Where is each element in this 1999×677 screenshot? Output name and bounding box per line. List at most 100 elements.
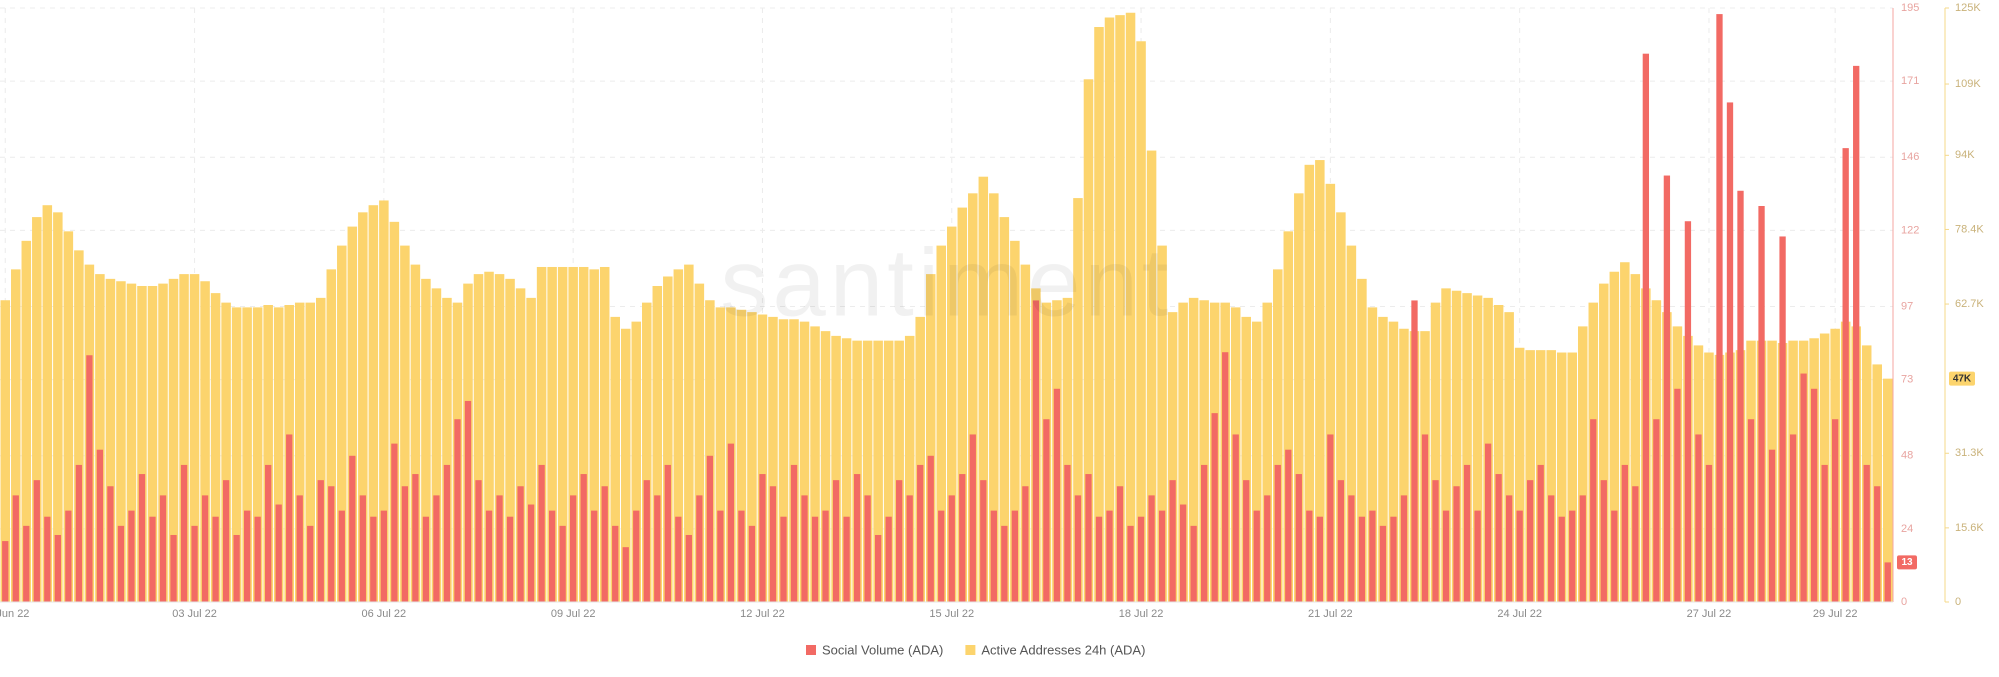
bar [128, 510, 135, 602]
bar [1789, 434, 1797, 602]
bar [149, 516, 156, 602]
bar [527, 504, 535, 602]
bar [1472, 295, 1483, 602]
bar [1011, 510, 1019, 602]
x-tick-label: 27 Jul 22 [1687, 608, 1732, 620]
bar [1758, 206, 1765, 602]
bar [1241, 316, 1251, 602]
bar [547, 266, 557, 602]
bar [391, 443, 398, 602]
bar [642, 302, 652, 602]
bar [1167, 312, 1178, 602]
bar [706, 455, 714, 602]
bar [1146, 150, 1157, 602]
bar [633, 510, 640, 602]
bar [810, 326, 820, 602]
bar [1264, 495, 1271, 602]
bar [620, 328, 631, 602]
bar [820, 331, 831, 602]
bar [736, 309, 747, 602]
bar [1558, 516, 1565, 602]
bar [1747, 419, 1755, 602]
current-value-label: 47K [1953, 373, 1972, 384]
bar [21, 240, 32, 602]
bar [0, 300, 11, 602]
y-tick-label: 73 [1901, 374, 1913, 386]
bar [789, 319, 799, 602]
y2-tick-label: 62.7K [1955, 298, 1984, 310]
bar [484, 271, 494, 602]
bar [927, 455, 934, 602]
bar [1630, 274, 1641, 602]
bar [1199, 300, 1209, 602]
bar [1430, 302, 1441, 602]
bar [212, 516, 219, 602]
bar [1201, 464, 1208, 602]
y-tick-label: 146 [1901, 151, 1919, 163]
y-tick-label: 122 [1901, 224, 1919, 236]
bar [126, 283, 137, 602]
bar [1863, 464, 1870, 602]
bar [442, 297, 452, 602]
bar [1567, 352, 1577, 602]
bar [1674, 388, 1681, 602]
bar [1253, 510, 1260, 602]
bar [1115, 15, 1125, 603]
bar [1611, 510, 1618, 602]
bar [1821, 464, 1828, 602]
bar [1294, 193, 1304, 602]
y-tick-label: 24 [1901, 523, 1913, 535]
bar [11, 269, 21, 602]
bar [1609, 271, 1620, 602]
bar [170, 534, 177, 602]
bar [894, 340, 904, 602]
bar [1442, 510, 1450, 602]
y2-tick-label: 15.6K [1955, 522, 1984, 534]
bar [443, 464, 451, 602]
bar [801, 495, 808, 602]
bar [412, 474, 419, 602]
y-tick-label: 97 [1901, 300, 1913, 312]
bar [1316, 516, 1323, 602]
bar [747, 312, 757, 602]
bar [694, 283, 705, 602]
bar [63, 231, 74, 602]
bar [1505, 495, 1513, 602]
bar [12, 495, 19, 602]
bar [1232, 434, 1239, 602]
bar [326, 269, 337, 602]
bar [1043, 419, 1050, 602]
bar [1325, 183, 1336, 602]
current-value-label: 13 [1901, 557, 1913, 568]
bar [505, 278, 515, 602]
bar [1600, 480, 1607, 602]
bar [515, 288, 526, 602]
bar [370, 516, 377, 602]
bar [158, 283, 168, 602]
bar [822, 510, 829, 602]
bar [705, 300, 715, 602]
bar [1053, 388, 1061, 602]
bar [1842, 148, 1849, 602]
bar [105, 278, 116, 602]
y2-tick-label: 31.3K [1955, 447, 1984, 459]
bar [96, 449, 104, 602]
bar [286, 434, 293, 602]
bar [400, 245, 410, 602]
bar [978, 176, 989, 603]
bar [852, 340, 862, 602]
x-tick-label: 21 Jul 22 [1308, 608, 1353, 620]
bar [1010, 240, 1020, 602]
bar [1653, 419, 1660, 602]
bar [841, 338, 852, 602]
bar [1441, 288, 1451, 602]
bar [95, 274, 105, 602]
bar [1453, 486, 1460, 602]
bar [578, 266, 589, 602]
bar [1357, 278, 1367, 602]
bar [1495, 474, 1502, 602]
bar [1136, 41, 1146, 603]
bar [1590, 419, 1597, 602]
bar [254, 516, 261, 602]
